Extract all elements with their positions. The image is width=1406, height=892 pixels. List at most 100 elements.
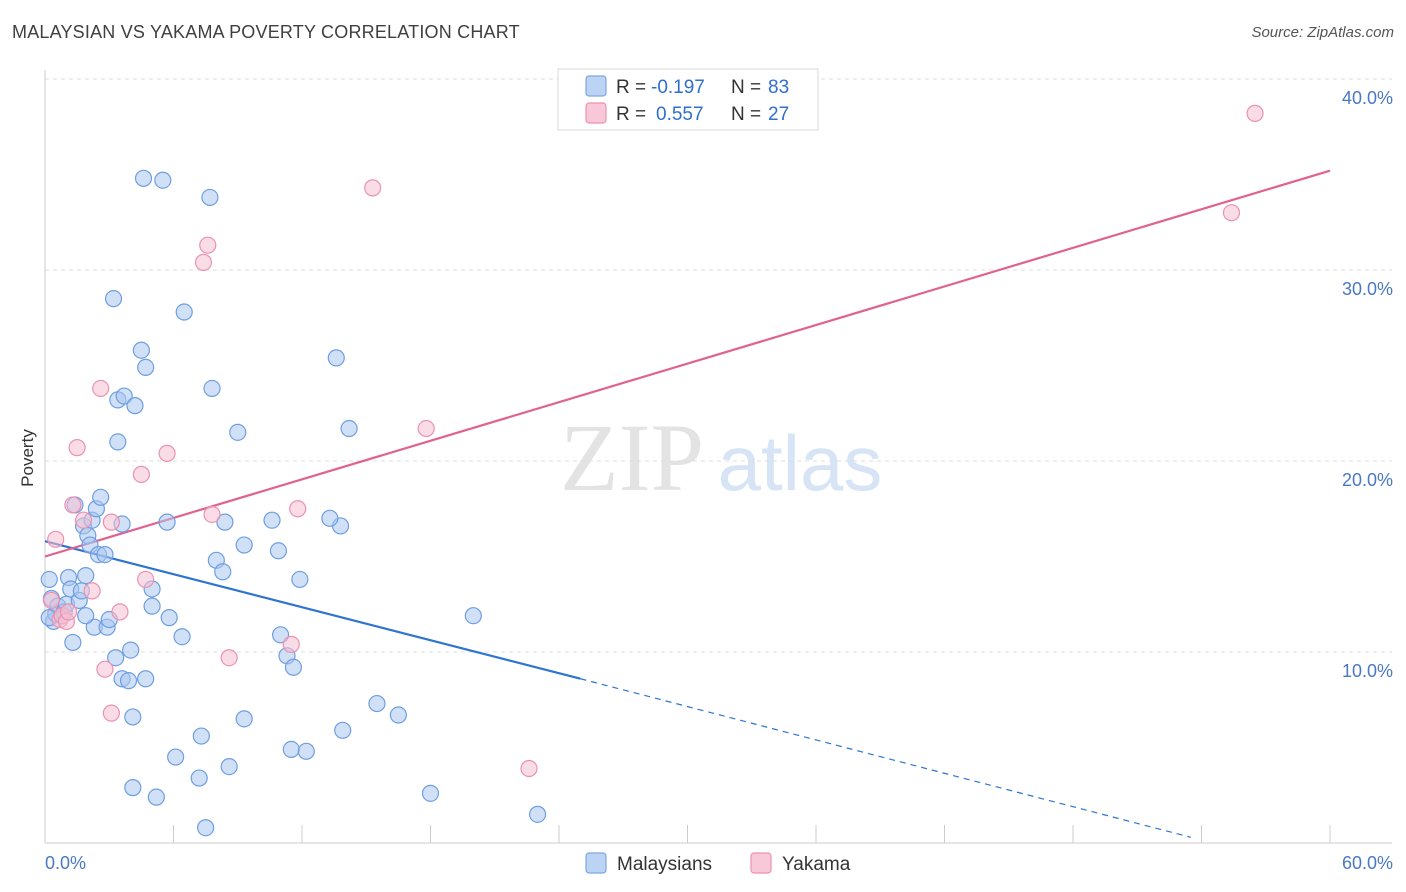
point-malaysians [220,757,238,776]
legend-r-value-2: 0.557 [656,104,704,125]
point-yakama [74,511,93,529]
point-malaysians [291,570,309,589]
point-malaysians [528,805,547,823]
x-tick-label-max: 60.0% [1342,853,1393,873]
point-malaysians [160,609,178,627]
point-yakama [364,179,382,197]
point-yakama [111,603,129,621]
point-malaysians [173,628,191,646]
point-malaysians [104,290,123,308]
watermark-zip: ZIP [560,404,704,511]
y-tick-label: 20.0% [1342,470,1393,490]
point-yakama [132,465,150,483]
point-malaysians [284,658,303,676]
point-malaysians [197,819,215,837]
point-yakama [520,759,538,778]
legend-swatch-malaysians [585,75,607,97]
point-malaysians [297,742,315,760]
point-malaysians [96,545,114,564]
point-malaysians [132,341,150,359]
point-malaysians [203,379,221,398]
point-malaysians [216,513,234,531]
point-malaysians [158,513,176,531]
legend-n-value-2: 27 [768,104,789,125]
trend-lines [44,169,1331,838]
point-malaysians [124,779,142,797]
point-malaysians [115,387,133,405]
point-malaysians [282,740,300,759]
y-tick-label: 30.0% [1342,279,1393,299]
axes [44,70,1392,844]
bottom-legend-label-yakama: Yakama [782,854,851,875]
point-yakama [83,582,101,600]
trend-line-yakama [44,169,1331,558]
source-label: Source: ZipAtlas.com [1251,24,1394,41]
y-tick-label: 40.0% [1342,88,1393,108]
point-malaysians [137,670,155,688]
point-malaysians [263,511,281,529]
y-axis-title: Poverty [18,429,37,487]
data-points [40,104,1264,837]
point-malaysians [40,570,58,589]
x-tick-label-min: 0.0% [45,853,86,873]
point-malaysians [235,710,253,728]
bottom-legend-swatch-malaysians [585,852,607,874]
point-malaysians [368,694,386,713]
legend-swatch-yakama [585,102,607,124]
point-malaysians [122,641,140,659]
point-yakama [158,444,176,462]
point-malaysians [235,536,253,554]
point-malaysians [421,784,440,802]
point-yakama [1246,104,1264,122]
legend-r-value-1: -0.197 [651,77,705,98]
point-malaysians [143,597,161,615]
point-malaysians [77,566,95,585]
y-tick-label: 10.0% [1342,661,1393,681]
point-malaysians [109,433,127,451]
point-malaysians [389,706,407,724]
point-yakama [59,603,78,621]
point-malaysians [137,358,155,377]
legend-n-value-1: 83 [768,77,789,98]
point-malaysians [269,542,288,560]
point-yakama [289,500,307,518]
point-malaysians [154,171,172,189]
point-malaysians [124,708,142,726]
point-malaysians [229,423,247,441]
point-yakama [220,649,238,667]
point-malaysians [134,169,153,187]
point-yakama [92,379,110,398]
stats-legend: R = -0.197 N = 83 R = 0.557 N = 27 [557,68,819,131]
point-yakama [47,530,65,548]
point-malaysians [107,649,125,667]
point-yakama [194,253,213,271]
watermark-atlas: atlas [718,419,883,507]
bottom-legend-label-malaysians: Malaysians [617,854,712,875]
gridlines [45,78,1392,653]
point-malaysians [64,633,82,652]
point-malaysians [340,419,358,438]
series-legend: Malaysians Yakama [585,852,851,875]
point-yakama [199,236,217,254]
point-malaysians [192,727,210,745]
point-yakama [68,439,86,457]
point-yakama [1222,204,1241,222]
y-tick-labels: 10.0% 20.0% 30.0% 40.0% [1342,88,1393,681]
point-malaysians [190,769,208,787]
point-malaysians [119,672,138,690]
trend-line-malaysians [44,540,581,680]
bottom-legend-swatch-yakama [750,852,772,874]
point-malaysians [214,563,232,581]
point-malaysians [126,397,144,415]
trend-extension-malaysians [580,678,1191,838]
legend-n-label-2: N = [731,104,761,125]
x-tick-labels: 0.0% 60.0% [45,853,1393,873]
chart-title: MALAYSIAN VS YAKAMA POVERTY CORRELATION … [12,22,520,42]
legend-n-label-1: N = [731,77,761,98]
point-yakama [42,591,61,610]
point-malaysians [201,188,219,207]
point-malaysians [327,349,345,367]
point-yakama [96,660,114,678]
point-malaysians [464,607,482,625]
